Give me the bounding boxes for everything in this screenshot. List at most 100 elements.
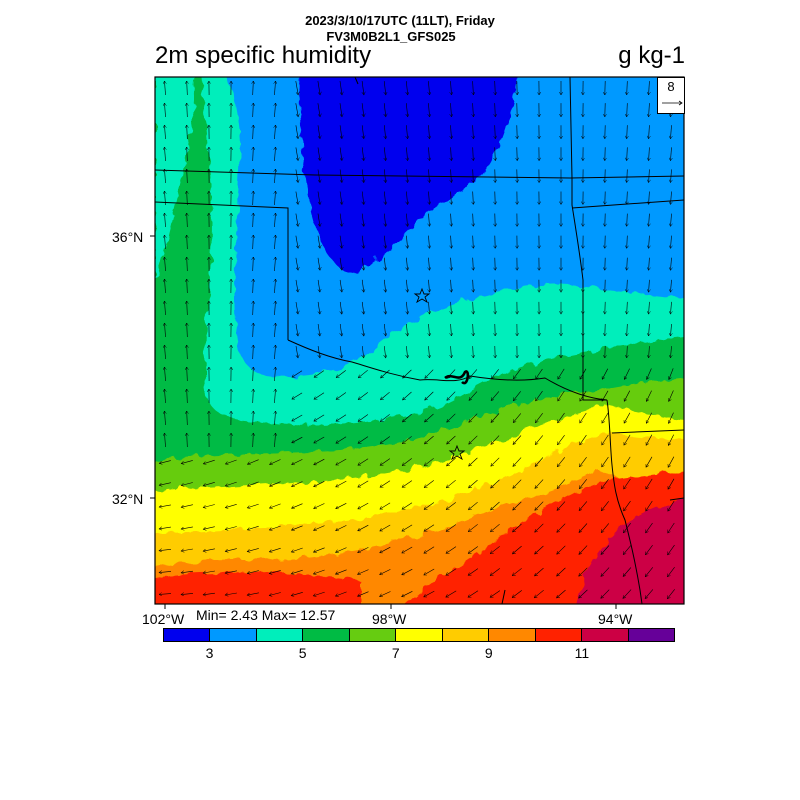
axis-ticks — [150, 235, 617, 609]
wind-arrow — [362, 191, 364, 205]
wind-arrow — [203, 459, 215, 464]
wind-arrow — [403, 391, 412, 400]
wind-arrow — [203, 504, 215, 508]
model-title: FV3M0B2L1_GFS025 — [0, 29, 800, 44]
wind-arrow — [557, 589, 566, 598]
wind-arrow — [557, 457, 566, 466]
wind-arrow — [406, 301, 407, 314]
wind-arrow — [668, 456, 675, 468]
wind-arrow — [269, 525, 281, 530]
wind-arrow — [339, 81, 342, 95]
wind-arrow — [253, 103, 254, 118]
wind-arrow — [627, 125, 628, 139]
wind-arrow — [340, 191, 342, 205]
wind-arrow — [384, 213, 385, 227]
wind-arrow — [187, 213, 188, 228]
wind-arrow — [649, 81, 650, 95]
wind-arrow — [384, 103, 386, 117]
wind-arrow — [649, 235, 650, 249]
wind-arrow — [624, 390, 631, 402]
wind-arrow — [275, 345, 276, 360]
wind-arrow — [649, 323, 650, 336]
wind-arrow — [513, 413, 522, 422]
wind-arrow — [336, 436, 347, 444]
wind-arrow — [495, 147, 496, 160]
wind-arrow — [295, 257, 298, 270]
colorbar-label: 9 — [484, 645, 493, 661]
wind-arrow — [181, 593, 194, 594]
wind-arrow — [451, 257, 452, 271]
wind-arrow — [292, 481, 303, 487]
wind-arrow — [671, 191, 672, 205]
wind-arrow — [667, 500, 675, 511]
wind-arrow — [358, 524, 369, 531]
wind-arrow — [473, 125, 474, 139]
wind-arrow — [253, 323, 254, 338]
wind-arrow — [247, 548, 259, 551]
wind-arrow — [358, 458, 369, 466]
band-crimson — [576, 498, 684, 604]
wind-arrow — [627, 323, 628, 336]
wind-arrow — [225, 481, 237, 486]
wind-arrow — [579, 523, 588, 533]
colorbar — [163, 628, 675, 642]
wind-arrow — [159, 571, 172, 572]
wind-arrow — [313, 569, 325, 574]
wind-arrow — [495, 80, 496, 95]
wind-arrow — [295, 81, 298, 95]
wind-arrow — [447, 391, 456, 401]
wind-arrow — [579, 479, 587, 488]
wind-arrow — [646, 500, 653, 511]
wind-arrow — [187, 367, 188, 382]
wind-arrow — [275, 323, 276, 338]
wind-arrow — [317, 257, 320, 270]
wind-arrow — [535, 413, 543, 423]
wind-arrow — [317, 169, 320, 183]
wind-arrow — [646, 412, 652, 424]
wind-arrow — [557, 545, 566, 554]
wind-arrow — [473, 301, 474, 314]
wind-arrow — [429, 257, 430, 271]
wind-arrow — [627, 213, 628, 227]
wind-arrow — [624, 412, 631, 423]
wind-arrow — [336, 525, 347, 530]
wind-arrow — [446, 568, 457, 576]
wind-arrow — [473, 323, 474, 336]
wind-arrow — [247, 503, 259, 508]
wind-arrow — [406, 81, 407, 95]
wind-arrow — [627, 346, 628, 358]
wind-arrow — [491, 501, 500, 510]
wind-arrow — [451, 235, 452, 249]
wind-arrow — [473, 257, 474, 271]
wind-arrow — [358, 436, 369, 444]
wind-arrow — [668, 478, 675, 489]
wind-arrow — [291, 547, 303, 552]
wind-arrow — [317, 213, 320, 227]
wind-arrow — [317, 103, 320, 117]
wind-arrow — [668, 434, 674, 446]
min-max-stats: Min= 2.43 Max= 12.57 — [196, 607, 336, 623]
wind-arrow — [187, 279, 188, 294]
colorbar-label: 3 — [205, 645, 214, 661]
wind-arrow — [627, 81, 628, 95]
wind-arrow — [402, 502, 413, 510]
wind-arrow — [671, 279, 672, 292]
wind-arrow — [624, 478, 631, 489]
wind-arrow — [291, 525, 303, 530]
wind-arrow — [429, 279, 430, 292]
colorbar-box — [256, 629, 304, 641]
wind-arrow — [535, 567, 544, 576]
wind-arrow — [490, 568, 500, 575]
wind-arrow — [275, 433, 276, 448]
colorbar-box — [303, 629, 350, 641]
wind-arrow — [535, 523, 544, 532]
wind-arrow — [406, 279, 407, 292]
wind-arrow — [645, 478, 653, 489]
wind-arrow — [336, 392, 347, 400]
wind-arrow — [557, 435, 565, 445]
wind-arrow — [269, 503, 281, 508]
wind-arrow — [473, 103, 474, 117]
wind-arrow — [247, 481, 259, 486]
wind-arrow — [291, 569, 303, 574]
